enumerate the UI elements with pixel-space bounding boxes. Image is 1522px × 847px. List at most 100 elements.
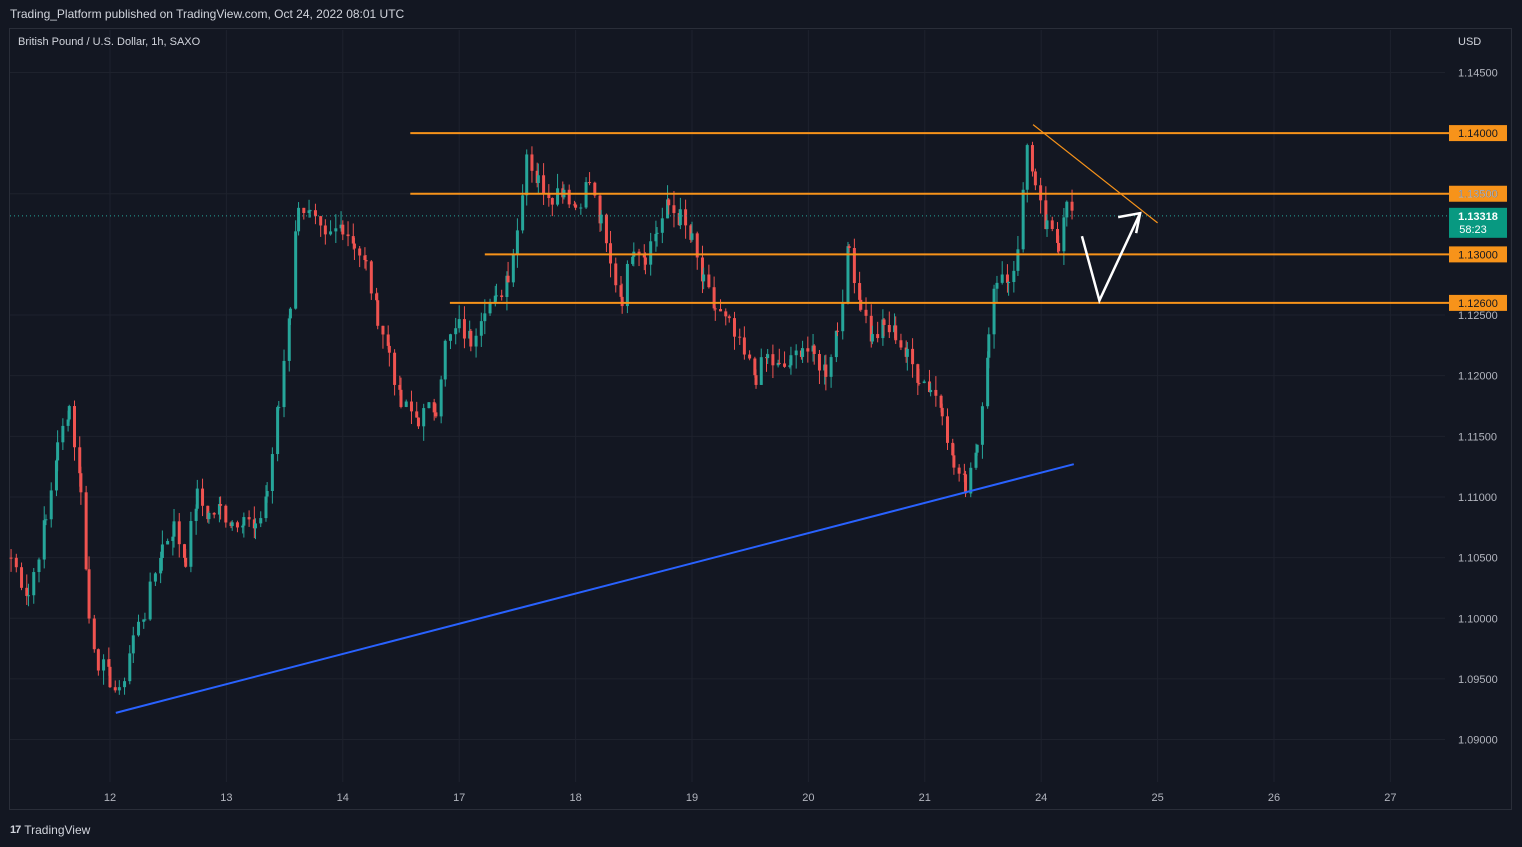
candle-body — [369, 261, 373, 294]
chart-title: British Pound / U.S. Dollar, 1h, SAXO — [18, 36, 201, 48]
candle-body — [166, 540, 170, 545]
footer-brand[interactable]: TradingView — [24, 823, 91, 837]
candle-body — [363, 255, 367, 261]
candle-body — [579, 207, 583, 209]
candle-layer — [9, 141, 1074, 695]
candle-body — [689, 225, 693, 240]
candle-body — [742, 337, 746, 355]
x-tick-label: 25 — [1151, 792, 1163, 804]
candle-body — [599, 214, 603, 224]
current-price-box — [1449, 207, 1507, 238]
candle-body — [852, 248, 856, 284]
candle-body — [404, 401, 408, 407]
candle-body — [550, 198, 554, 205]
candle-body — [276, 407, 280, 455]
candle-body — [542, 175, 546, 195]
candle-body — [1057, 242, 1061, 252]
candle-body — [177, 521, 181, 545]
candle-body — [117, 687, 121, 691]
candle-body — [882, 319, 886, 325]
candle-body — [917, 382, 921, 384]
candle-body — [1005, 274, 1009, 283]
candle-body — [381, 325, 385, 335]
publish-info: Trading_Platform published on TradingVie… — [10, 7, 405, 21]
candle-body — [974, 452, 978, 468]
candle-body — [242, 517, 246, 526]
candle-body — [474, 335, 478, 347]
support-trendline[interactable] — [115, 463, 1075, 714]
candle-body — [836, 330, 839, 332]
y-tick-label: 1.09500 — [1458, 674, 1498, 686]
candle-body — [642, 254, 646, 258]
candle-body — [241, 525, 245, 528]
projection-arrow[interactable] — [1080, 212, 1142, 305]
candle-body — [927, 381, 931, 393]
candle-body — [1012, 270, 1016, 283]
candle-body — [393, 352, 397, 385]
candle-body — [108, 666, 112, 688]
tradingview-logo-icon[interactable]: 17 — [10, 824, 21, 836]
candle-body — [753, 358, 757, 376]
y-tick-label: 1.12500 — [1458, 310, 1498, 322]
candle-body — [323, 225, 327, 235]
candle-body — [806, 348, 810, 352]
price-label-box — [1449, 125, 1507, 142]
candle-body — [511, 253, 515, 283]
candle-body — [469, 330, 473, 347]
candle-body — [604, 214, 608, 244]
candle-body — [536, 175, 540, 184]
candle-body — [667, 199, 671, 206]
candle-body — [574, 204, 578, 208]
candle-body — [142, 619, 146, 622]
candle-body — [319, 216, 323, 226]
x-tick-label: 20 — [802, 792, 814, 804]
chart-frame[interactable] — [9, 28, 1512, 810]
candle-body — [294, 231, 298, 309]
candle-body — [66, 419, 70, 426]
x-tick-label: 26 — [1268, 792, 1280, 804]
candle-body — [598, 195, 602, 224]
candle-body — [515, 230, 519, 254]
candle-body — [212, 512, 216, 515]
candle-body — [713, 308, 717, 310]
candle-body — [864, 309, 868, 316]
candle-body — [945, 416, 949, 443]
candle-body — [649, 241, 653, 265]
resistance-trendline[interactable] — [1032, 124, 1158, 224]
candle-body — [432, 402, 436, 413]
candle-body — [439, 379, 443, 417]
candle-body — [387, 345, 391, 353]
candle-body — [102, 659, 106, 671]
candle-body — [194, 508, 198, 522]
candle-body — [547, 194, 551, 199]
candle-body — [235, 522, 239, 528]
candle-body — [727, 316, 731, 319]
candle-body — [44, 519, 48, 521]
x-tick-label: 13 — [220, 792, 232, 804]
candle-body — [288, 308, 292, 319]
candle-body — [341, 224, 345, 235]
y-tick-label: 1.10500 — [1458, 553, 1498, 565]
candle-body — [1033, 171, 1037, 186]
candle-body — [812, 345, 816, 355]
price-label-text: 1.12600 — [1458, 298, 1498, 310]
candle-body — [488, 302, 492, 314]
candle-body — [443, 340, 447, 380]
candle-body — [398, 384, 402, 390]
candle-body — [49, 490, 53, 520]
price-label-box — [1449, 185, 1507, 202]
candle-body — [684, 209, 688, 226]
candle-body — [493, 295, 497, 303]
candle-body — [1065, 201, 1069, 218]
candle-body — [869, 315, 873, 342]
candle-body — [78, 447, 82, 474]
candle-body — [195, 488, 199, 509]
candle-body — [957, 467, 961, 474]
candle-body — [184, 557, 188, 567]
price-label-text: 1.13000 — [1458, 249, 1498, 261]
candle-body — [483, 313, 487, 322]
candle-body — [352, 243, 356, 249]
candle-body — [655, 232, 659, 234]
candle-body — [25, 587, 29, 596]
